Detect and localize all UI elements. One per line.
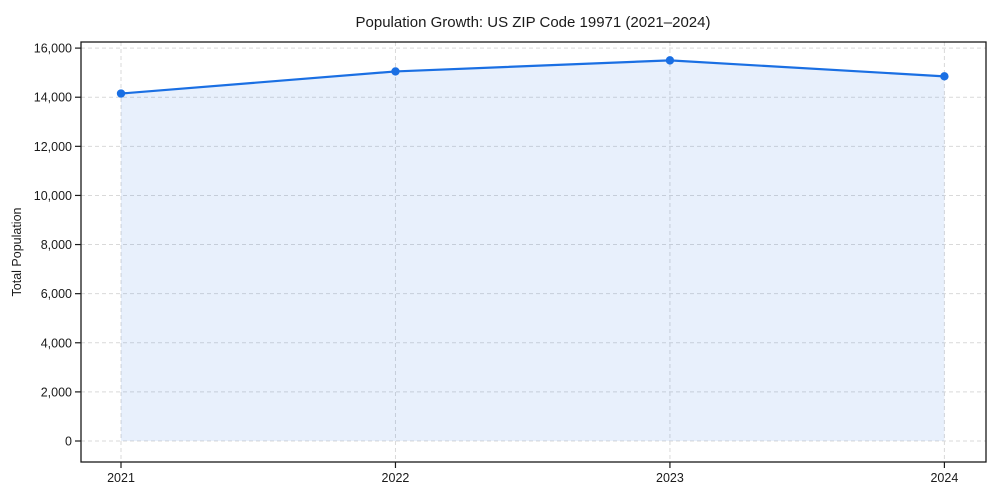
gridlines xyxy=(81,42,986,462)
area-fill xyxy=(121,60,945,442)
x-tick-label: 2022 xyxy=(382,471,410,485)
y-tick-label: 14,000 xyxy=(34,91,72,105)
y-tick-label: 10,000 xyxy=(34,189,72,203)
y-tick-label: 6,000 xyxy=(41,287,72,301)
data-point-marker xyxy=(940,72,949,81)
x-tick-label: 2024 xyxy=(930,471,958,485)
data-point-marker xyxy=(665,56,675,65)
data-points xyxy=(116,56,949,98)
x-tick-label: 2021 xyxy=(107,471,135,485)
y-tick-labels: 0 2,000 4,000 6,000 8,000 10,000 12,000 14,000 1… xyxy=(34,42,72,449)
plot-border xyxy=(80,41,987,463)
series-area xyxy=(121,60,945,442)
axis-ticks xyxy=(75,47,946,468)
x-tick-label: 2023 xyxy=(656,471,684,485)
data-line xyxy=(119,59,946,95)
chart-title: Population Growth: US ZIP Code 19971 (20… xyxy=(356,14,711,31)
data-point-marker xyxy=(116,89,126,98)
x-tick-labels: 2021 2022 2023 2024 xyxy=(107,471,958,485)
y-tick-label: 16,000 xyxy=(34,42,72,56)
y-tick-label: 4,000 xyxy=(41,336,72,350)
y-tick-label: 12,000 xyxy=(34,140,72,154)
y-tick-label: 2,000 xyxy=(41,385,72,399)
y-tick-label: 0 xyxy=(65,435,72,449)
data-point-marker xyxy=(391,67,400,76)
series-line xyxy=(119,59,946,95)
y-axis-label: Total Population xyxy=(10,207,24,296)
y-tick-label: 8,000 xyxy=(41,238,72,252)
